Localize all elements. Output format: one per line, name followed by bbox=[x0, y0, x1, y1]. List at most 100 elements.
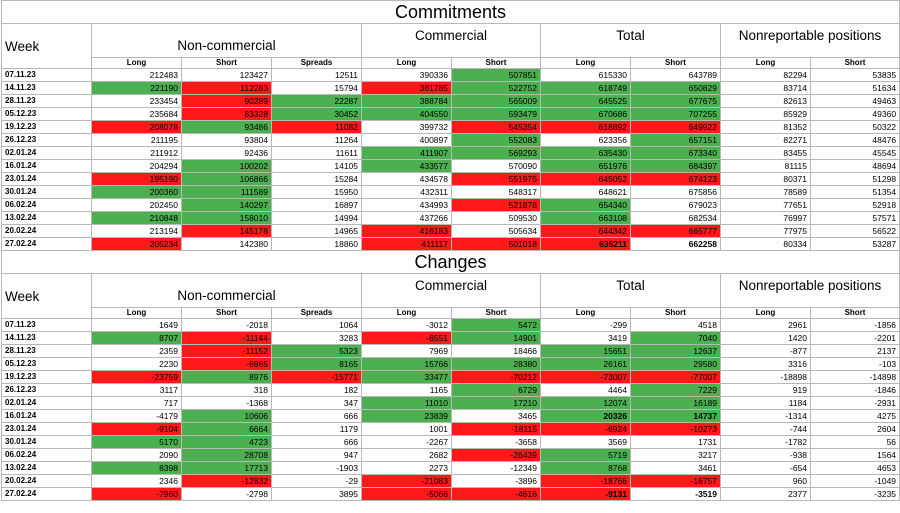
value-cell: 10606 bbox=[181, 409, 272, 423]
value-cell: 51354 bbox=[809, 185, 900, 199]
value-cell: 14994 bbox=[271, 211, 362, 225]
value-cell: 919 bbox=[720, 383, 811, 397]
value-cell: 7229 bbox=[630, 383, 721, 397]
value-cell: 618749 bbox=[540, 81, 631, 95]
value-cell: 4464 bbox=[540, 383, 631, 397]
table-row: 30.01.24 200360 111589 15950 432311 548317 648… bbox=[1, 185, 900, 199]
value-cell: 509530 bbox=[451, 211, 541, 225]
value-cell: 92436 bbox=[181, 146, 272, 160]
value-cell: 83455 bbox=[720, 146, 811, 160]
value-cell: 51298 bbox=[809, 172, 900, 186]
week-date-cell: 06.02.24 bbox=[1, 448, 92, 462]
table-row: 05.12.23 2230 -6965 8165 15766 28380 26161 2958… bbox=[1, 357, 900, 371]
value-cell: 654340 bbox=[540, 198, 631, 212]
commitments-title: Commitments bbox=[0, 0, 900, 24]
week-date-cell: 20.02.24 bbox=[1, 474, 92, 488]
value-cell: 211195 bbox=[91, 133, 182, 147]
column-subheader: Long bbox=[720, 57, 811, 69]
value-cell: 623356 bbox=[540, 133, 631, 147]
value-cell: 4723 bbox=[181, 435, 272, 449]
column-subheader: Long bbox=[540, 57, 631, 69]
value-cell: 388784 bbox=[361, 94, 452, 108]
value-cell: 33477 bbox=[361, 370, 452, 384]
value-cell: 82613 bbox=[720, 94, 811, 108]
value-cell: 707255 bbox=[630, 107, 721, 121]
value-cell: -73007 bbox=[540, 370, 631, 384]
value-cell: -1368 bbox=[181, 396, 272, 410]
value-cell: 8165 bbox=[271, 357, 362, 371]
value-cell: 662258 bbox=[630, 237, 721, 251]
value-cell: 53835 bbox=[809, 68, 900, 82]
value-cell: 5719 bbox=[540, 448, 631, 462]
value-cell: -12832 bbox=[181, 474, 272, 488]
value-cell: 140297 bbox=[181, 198, 272, 212]
value-cell: -18766 bbox=[540, 474, 631, 488]
value-cell: 2682 bbox=[361, 448, 452, 462]
value-cell: -9104 bbox=[91, 422, 182, 436]
table-row: 14.11.23 8707 -11144 3283 -8551 14901 3419 7040… bbox=[1, 331, 900, 345]
week-date-cell: 23.01.24 bbox=[1, 422, 92, 436]
value-cell: 3283 bbox=[271, 331, 362, 345]
value-cell: 545354 bbox=[451, 120, 541, 134]
value-cell: 80334 bbox=[720, 237, 811, 251]
table-row: 02.01.24 211912 92436 11611 411907 569293 6354… bbox=[1, 146, 900, 160]
value-cell: 618892 bbox=[540, 120, 631, 134]
value-cell: -70212 bbox=[451, 370, 541, 384]
value-cell: 411907 bbox=[361, 146, 452, 160]
table-row: 28.11.23 233454 90289 22287 388784 565009 6455… bbox=[1, 94, 900, 108]
value-cell: 83328 bbox=[181, 107, 272, 121]
column-subheader: Long bbox=[540, 307, 631, 319]
value-cell: -29 bbox=[271, 474, 362, 488]
value-cell: 8976 bbox=[181, 370, 272, 384]
value-cell: 23839 bbox=[361, 409, 452, 423]
value-cell: 670686 bbox=[540, 107, 631, 121]
value-cell: 48694 bbox=[809, 159, 900, 173]
week-date-cell: 07.11.23 bbox=[1, 68, 92, 82]
non-commercial-header: Non-commercial bbox=[91, 273, 362, 308]
value-cell: 11082 bbox=[271, 120, 362, 134]
value-cell: 57571 bbox=[809, 211, 900, 225]
value-cell: -18898 bbox=[720, 370, 811, 384]
value-cell: -3012 bbox=[361, 318, 452, 332]
table-row: 07.11.23 212483 123427 12511 390336 507851 615… bbox=[1, 68, 900, 82]
value-cell: 77651 bbox=[720, 198, 811, 212]
value-cell: 1564 bbox=[809, 448, 900, 462]
value-cell: 16189 bbox=[630, 396, 721, 410]
value-cell: 434993 bbox=[361, 198, 452, 212]
value-cell: 7040 bbox=[630, 331, 721, 345]
week-date-cell: 30.01.24 bbox=[1, 185, 92, 199]
value-cell: 3895 bbox=[271, 487, 362, 501]
value-cell: 2137 bbox=[809, 344, 900, 358]
value-cell: 411117 bbox=[361, 237, 452, 251]
table-row: 26.12.23 211195 93804 11264 400897 552083 6233… bbox=[1, 133, 900, 147]
value-cell: 12074 bbox=[540, 396, 631, 410]
value-cell: -5066 bbox=[361, 487, 452, 501]
value-cell: 211912 bbox=[91, 146, 182, 160]
value-cell: 1165 bbox=[361, 383, 452, 397]
changes-section: Changes Week Non-commercial Commercial Total… bbox=[0, 250, 900, 501]
value-cell: 684397 bbox=[630, 159, 721, 173]
value-cell: -1903 bbox=[271, 461, 362, 475]
table-row: 20.02.24 2346 -12832 -29 -21083 -3896 -18766 -1… bbox=[1, 474, 900, 488]
value-cell: 1179 bbox=[271, 422, 362, 436]
cot-table: Commitments Week Non-commercial Commercial T… bbox=[0, 0, 900, 501]
column-subheader: Short bbox=[630, 57, 721, 69]
value-cell: 1420 bbox=[720, 331, 811, 345]
value-cell: -2201 bbox=[809, 331, 900, 345]
value-cell: 2090 bbox=[91, 448, 182, 462]
value-cell: 717 bbox=[91, 396, 182, 410]
value-cell: 2961 bbox=[720, 318, 811, 332]
value-cell: 83714 bbox=[720, 81, 811, 95]
value-cell: 1064 bbox=[271, 318, 362, 332]
value-cell: -6965 bbox=[181, 357, 272, 371]
value-cell: 2359 bbox=[91, 344, 182, 358]
value-cell: 548317 bbox=[451, 185, 541, 199]
table-row: 27.02.24 205234 142380 18860 411117 501018 635… bbox=[1, 237, 900, 251]
nonreportable-header: Nonreportable positions bbox=[719, 23, 900, 58]
value-cell: 2604 bbox=[809, 422, 900, 436]
value-cell: 673340 bbox=[630, 146, 721, 160]
value-cell: 399732 bbox=[361, 120, 452, 134]
value-cell: 93804 bbox=[181, 133, 272, 147]
week-date-cell: 16.01.24 bbox=[1, 409, 92, 423]
week-date-cell: 02.01.24 bbox=[1, 396, 92, 410]
